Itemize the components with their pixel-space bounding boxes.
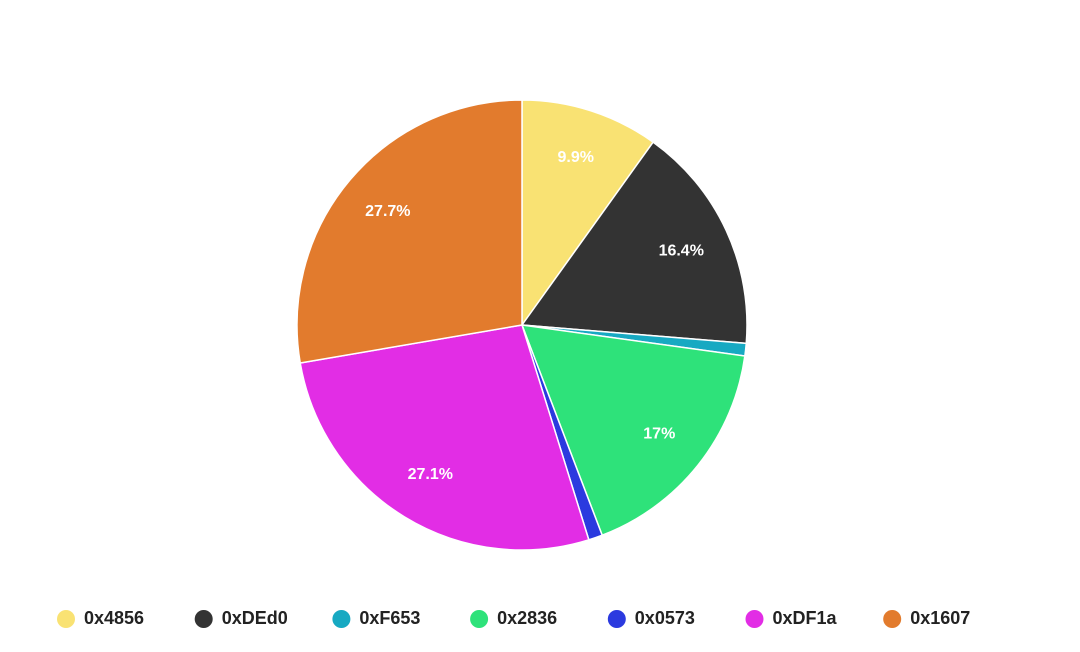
legend-text: 0x0573 [635,608,695,628]
legend-text: 0x1607 [910,608,970,628]
legend-marker [57,610,75,628]
slice-label: 16.4% [659,242,704,259]
pie-slice [520,324,746,537]
legend-marker [470,610,489,628]
legend-marker [745,610,764,628]
pie-slice [521,99,655,328]
pie-slice [520,141,748,345]
slice-label: 17% [643,426,675,443]
legend-text: 0xF653 [359,608,420,628]
legend-text: 0xDEd0 [222,608,288,628]
legend-text: 0xDF1a [773,608,838,628]
pie-slice [296,99,523,364]
legend-marker [607,610,626,628]
slice-label: 27.1% [408,466,453,483]
legend-text: 0x2836 [497,608,557,628]
pie-slice [299,324,590,551]
slice-label: 27.7% [365,203,410,220]
legend-marker [883,610,902,628]
legend-marker [332,610,351,628]
legend-text: 0x4856 [84,608,144,628]
slice-label: 9.9% [557,149,593,166]
legend-marker [194,610,213,628]
